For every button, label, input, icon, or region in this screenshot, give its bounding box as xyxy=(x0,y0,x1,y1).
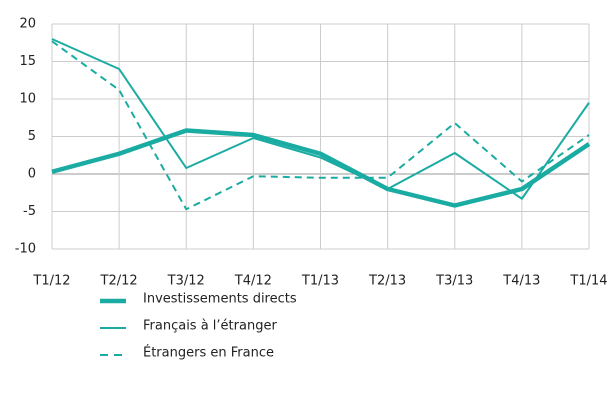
series-line xyxy=(51,40,590,211)
x-tick-label: T2/12 xyxy=(100,274,138,289)
x-tick-label: T2/13 xyxy=(368,274,406,289)
y-tick-label: 5 xyxy=(28,129,36,144)
y-tick-label: -10 xyxy=(15,242,36,257)
x-tick-label: T3/13 xyxy=(435,274,473,289)
series-line xyxy=(51,128,591,208)
y-tick-label: 0 xyxy=(28,167,36,182)
y-tick-label: 15 xyxy=(19,54,36,69)
legend-label: Français à l’étranger xyxy=(143,319,277,334)
series-line xyxy=(51,38,590,200)
x-tick-label: T1/12 xyxy=(32,274,70,289)
x-tick-label: T1/13 xyxy=(301,274,339,289)
legend-label: Investissements directs xyxy=(143,292,297,307)
y-tick-label: 20 xyxy=(19,17,36,32)
y-tick-label: 10 xyxy=(19,92,36,107)
y-tick-label: -5 xyxy=(23,204,36,219)
x-tick-label: T3/12 xyxy=(167,274,205,289)
legend-label: Étrangers en France xyxy=(143,345,274,361)
x-tick-label: T4/13 xyxy=(502,274,540,289)
x-tick-label: T4/12 xyxy=(234,274,272,289)
x-tick-label: T1/14 xyxy=(569,274,607,289)
